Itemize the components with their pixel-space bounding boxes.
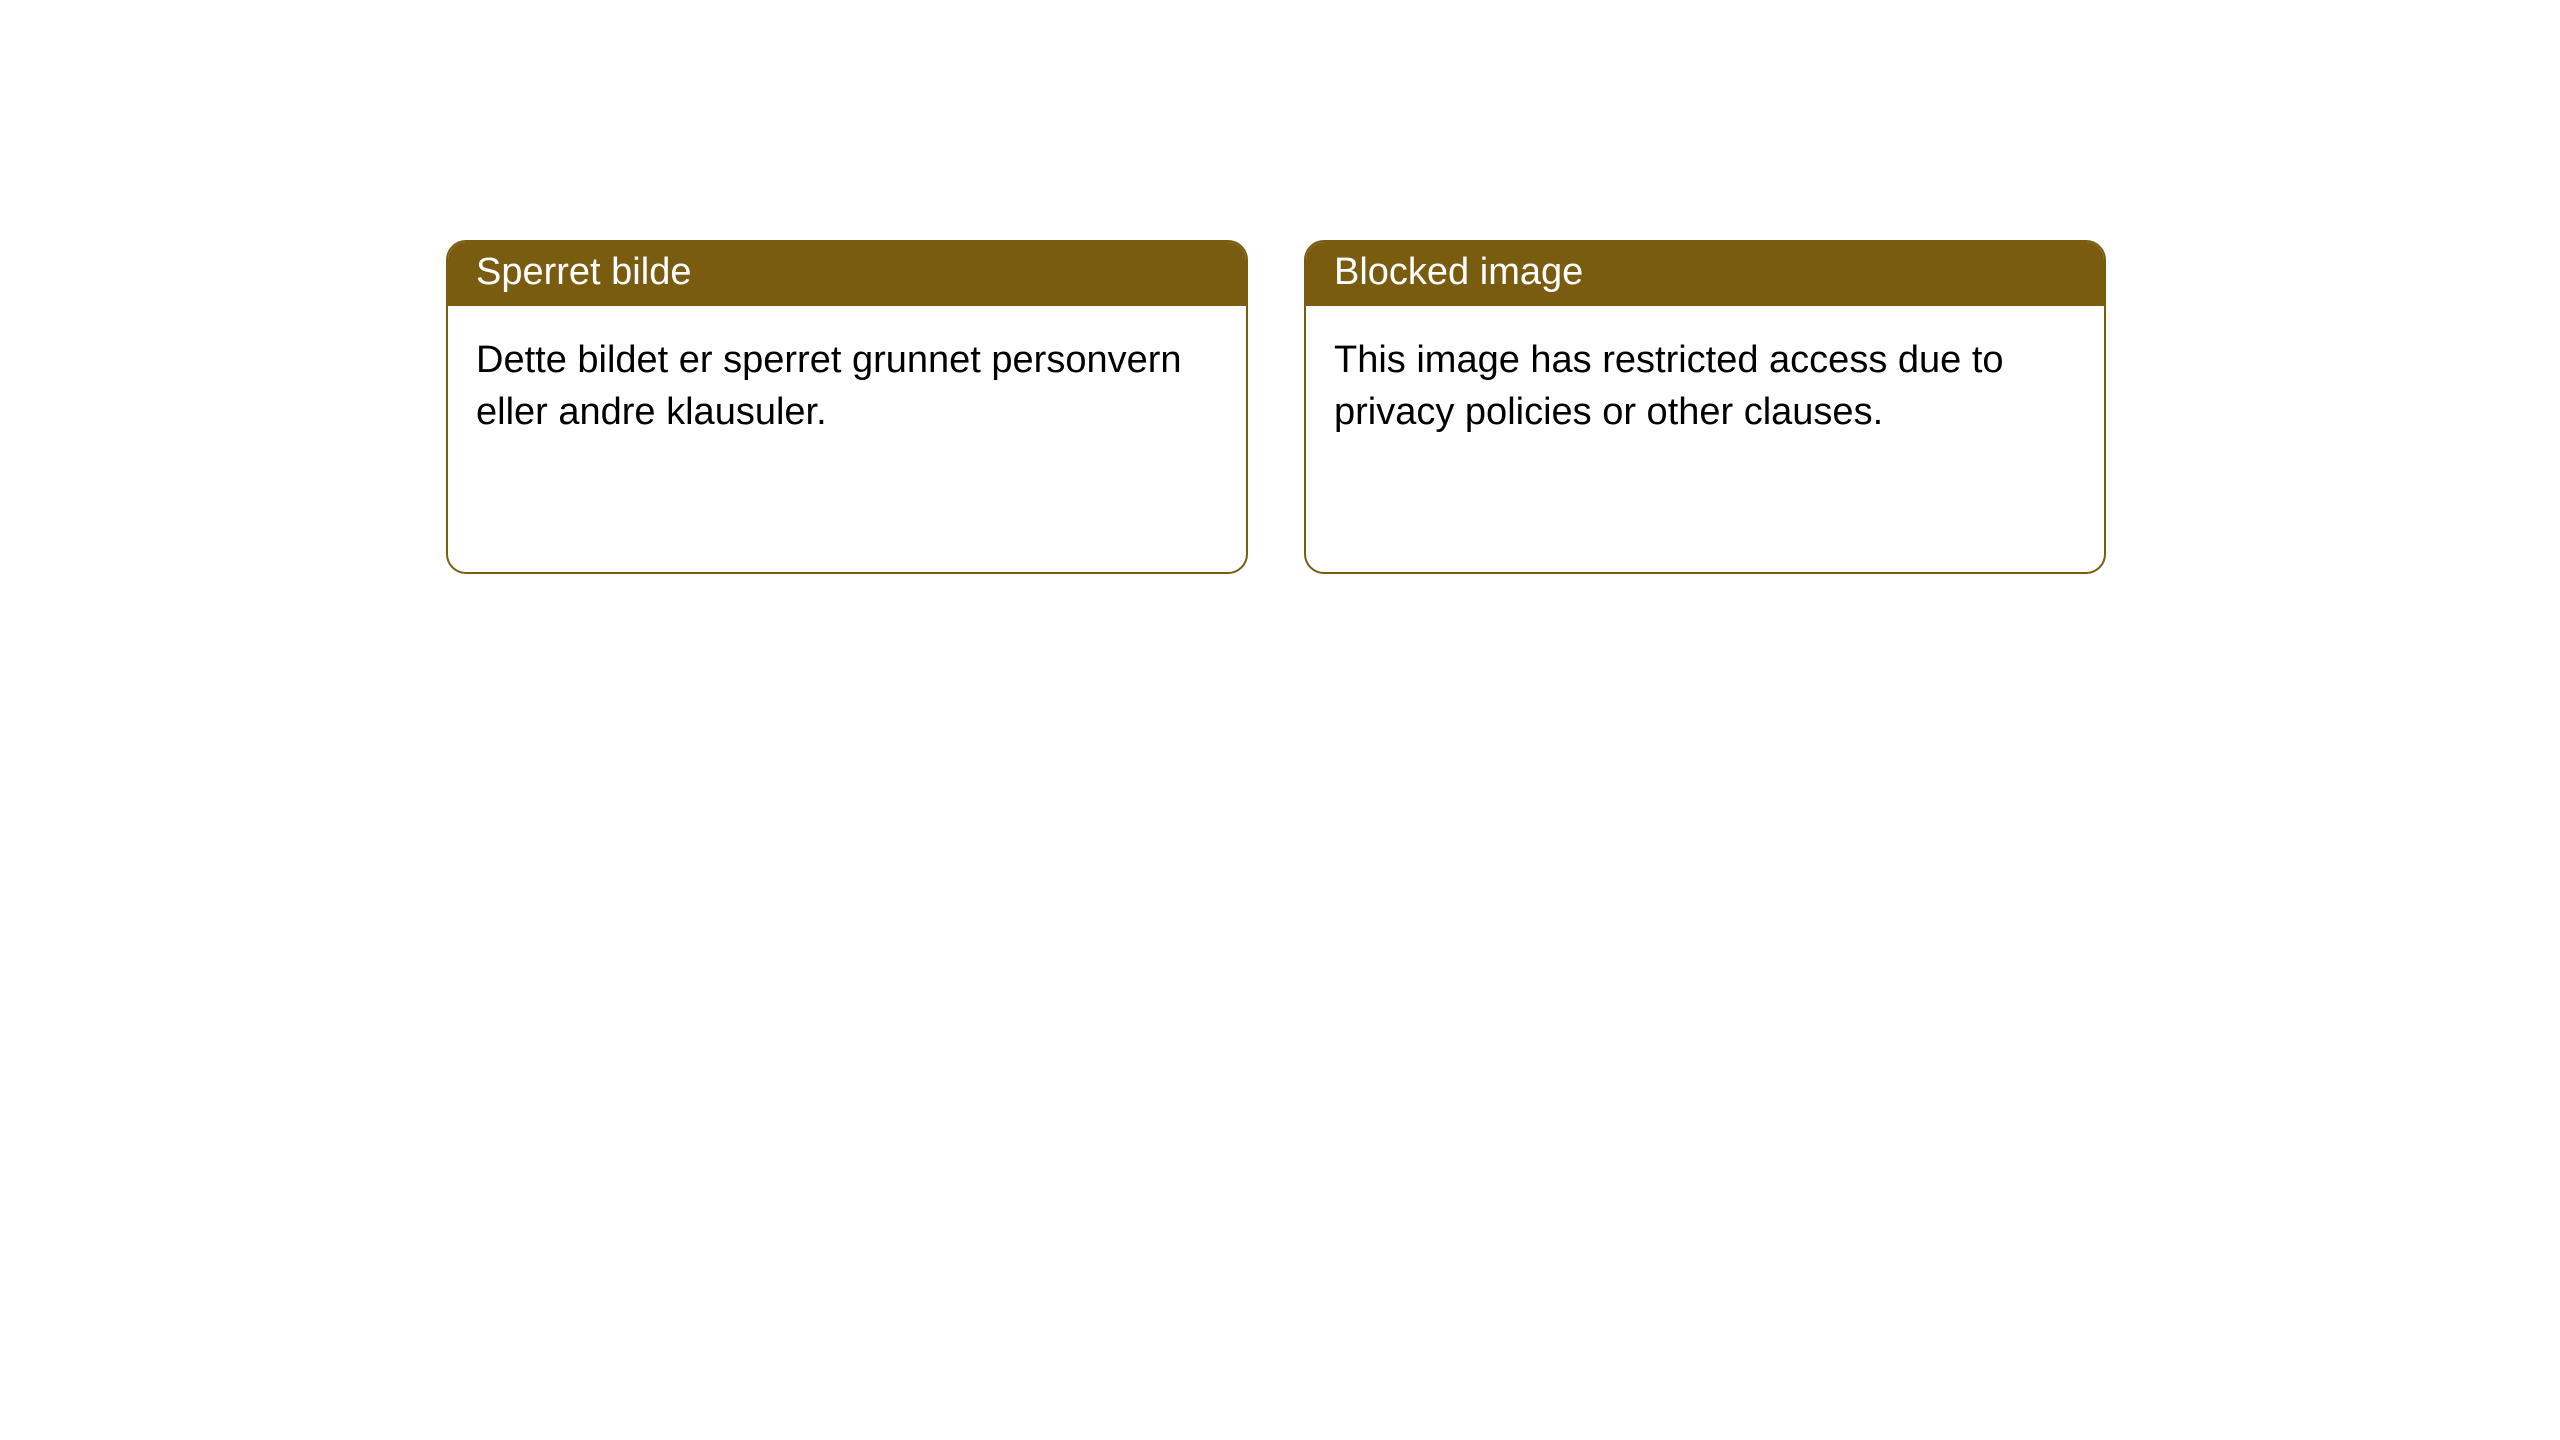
blocked-image-card-no: Sperret bilde Dette bildet er sperret gr… — [446, 240, 1248, 574]
notice-cards-container: Sperret bilde Dette bildet er sperret gr… — [0, 0, 2560, 574]
card-header-en: Blocked image — [1306, 242, 2104, 306]
card-body-en: This image has restricted access due to … — [1306, 306, 2104, 467]
blocked-image-card-en: Blocked image This image has restricted … — [1304, 240, 2106, 574]
card-body-no: Dette bildet er sperret grunnet personve… — [448, 306, 1246, 467]
card-header-no: Sperret bilde — [448, 242, 1246, 306]
